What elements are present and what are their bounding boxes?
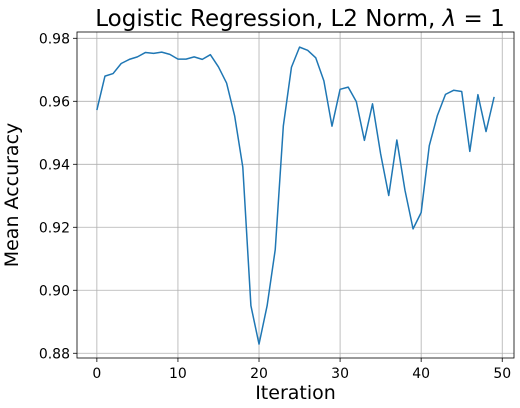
x-axis-label: Iteration <box>255 382 336 404</box>
y-axis-label: Mean Accuracy <box>1 123 23 268</box>
x-tick-label: 40 <box>412 366 430 382</box>
x-tick-label: 10 <box>169 366 187 382</box>
plot-frame <box>76 31 515 359</box>
y-tick-label: 0.88 <box>39 346 70 362</box>
y-tick-label: 0.96 <box>39 94 70 110</box>
x-tick-label: 0 <box>92 366 101 382</box>
x-tick-label: 30 <box>331 366 349 382</box>
y-tick-label: 0.92 <box>39 220 70 236</box>
x-tick-label: 50 <box>493 366 511 382</box>
series-layer <box>96 46 495 345</box>
axis-ticks: 0 10 20 30 40 50 0.88 0.90 0.92 0.94 0.96 0.98 <box>39 31 511 382</box>
chart-title-lambda: λ <box>441 6 457 32</box>
y-tick-label: 0.94 <box>39 157 70 173</box>
chart-title-equals: = 1 <box>456 6 505 32</box>
chart-title: Logistic Regression, L2 Norm, λ = 1 <box>95 6 505 32</box>
y-tick-label: 0.90 <box>39 283 70 299</box>
x-tick-label: 20 <box>250 366 268 382</box>
series-line <box>96 46 495 345</box>
chart-title-text: Logistic Regression, L2 Norm, <box>95 6 442 32</box>
y-tick-label: 0.98 <box>39 31 70 47</box>
grid-lines <box>77 32 514 358</box>
